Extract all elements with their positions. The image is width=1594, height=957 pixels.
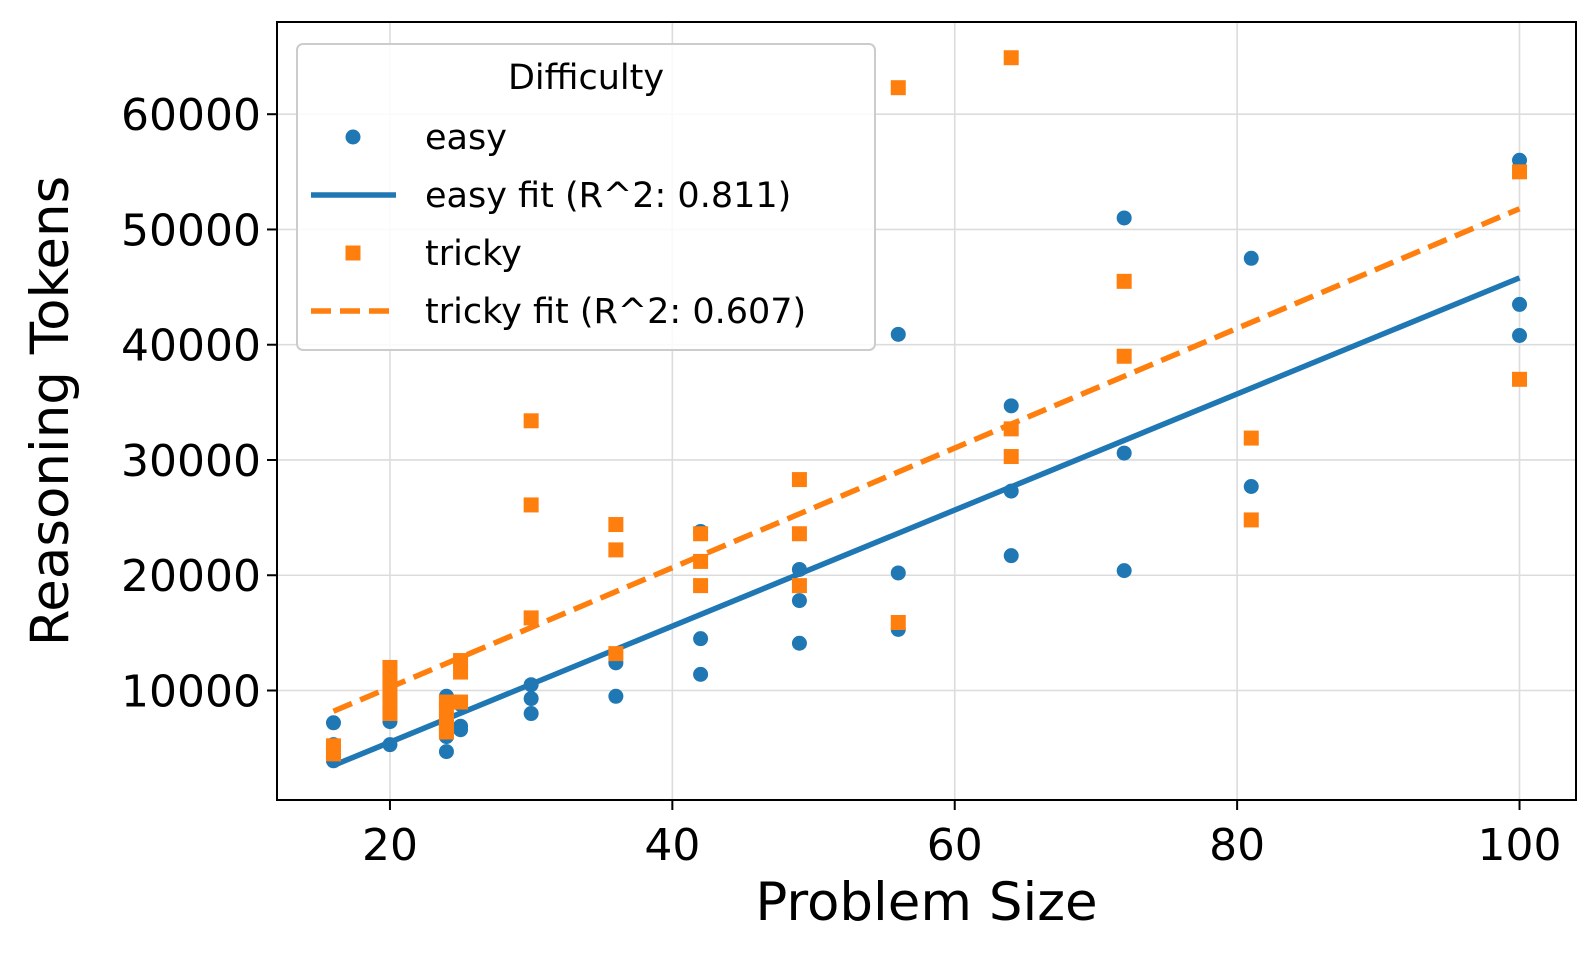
point-tricky <box>1512 371 1528 387</box>
point-easy <box>325 715 341 731</box>
legend-swatch-easy <box>345 129 361 145</box>
y-tick-label: 50000 <box>121 205 261 256</box>
y-tick-label: 10000 <box>121 667 261 718</box>
point-tricky <box>693 553 709 569</box>
point-easy <box>382 737 398 753</box>
point-easy <box>1243 478 1259 494</box>
point-easy <box>1003 548 1019 564</box>
point-easy <box>523 677 539 693</box>
point-easy <box>523 691 539 707</box>
x-tick-label: 40 <box>644 820 700 871</box>
point-tricky <box>523 610 539 626</box>
point-easy <box>1512 296 1528 312</box>
point-easy <box>1243 250 1259 266</box>
point-tricky <box>791 578 807 594</box>
point-tricky <box>1003 50 1019 66</box>
point-tricky <box>1003 449 1019 465</box>
point-easy <box>1003 398 1019 414</box>
y-tick-label: 40000 <box>121 321 261 372</box>
point-tricky <box>890 615 906 631</box>
y-axis-label: Reasoning Tokens <box>20 176 81 646</box>
point-tricky <box>382 706 398 722</box>
point-tricky <box>791 526 807 542</box>
point-easy <box>608 688 624 704</box>
point-easy <box>791 561 807 577</box>
legend-box <box>296 43 876 351</box>
point-tricky <box>382 659 398 675</box>
point-tricky <box>791 472 807 488</box>
legend-label: easy fit (R^2: 0.811) <box>425 176 791 216</box>
point-tricky <box>1243 430 1259 446</box>
point-tricky <box>890 80 906 96</box>
legend: Difficulty easy easy fit (R^2: 0.811) tric… <box>296 43 876 351</box>
point-tricky <box>608 646 624 662</box>
point-tricky <box>453 694 469 710</box>
legend-label: tricky fit (R^2: 0.607) <box>425 292 806 332</box>
point-easy <box>693 666 709 682</box>
data-points <box>325 50 1528 769</box>
point-tricky <box>1116 348 1132 364</box>
point-tricky <box>382 671 398 687</box>
point-tricky <box>453 664 469 680</box>
x-tick-label: 80 <box>1209 820 1265 871</box>
plot-frame <box>276 21 1577 801</box>
point-tricky <box>1243 512 1259 528</box>
x-tick-label: 100 <box>1478 820 1562 871</box>
legend-entries: easy easy fit (R^2: 0.811) tricky tricky fi… <box>311 118 806 332</box>
point-easy <box>693 631 709 647</box>
fit-line-tricky <box>332 206 1521 714</box>
point-easy <box>791 635 807 651</box>
point-tricky <box>608 542 624 558</box>
point-tricky <box>382 683 398 699</box>
point-easy <box>791 593 807 609</box>
point-tricky <box>453 653 469 669</box>
y-tick-label: 60000 <box>121 90 261 141</box>
point-easy <box>890 565 906 581</box>
legend-title: Difficulty <box>508 58 664 98</box>
point-tricky <box>608 517 624 533</box>
point-tricky <box>1003 421 1019 437</box>
point-easy <box>1116 445 1132 461</box>
point-easy <box>1116 210 1132 226</box>
point-tricky <box>438 724 454 740</box>
point-easy <box>890 326 906 342</box>
legend-label: tricky <box>425 234 522 274</box>
y-tick-label: 20000 <box>121 551 261 602</box>
point-tricky <box>325 746 341 762</box>
y-tick-label: 30000 <box>121 436 261 487</box>
point-easy <box>1512 328 1528 344</box>
legend-label: easy <box>425 118 507 158</box>
point-easy <box>1116 563 1132 579</box>
point-tricky <box>1116 273 1132 289</box>
x-axis-label: Problem Size <box>755 872 1097 933</box>
point-easy <box>523 706 539 722</box>
x-tick-label: 20 <box>362 820 418 871</box>
point-easy <box>1003 483 1019 499</box>
legend-swatch-tricky <box>345 245 361 261</box>
axis-ticks: 20 40 60 80 100 10000 20000 30000 40000 50000 6000… <box>121 90 1561 871</box>
point-tricky <box>693 578 709 594</box>
x-tick-label: 60 <box>927 820 983 871</box>
point-tricky <box>523 413 539 429</box>
point-tricky <box>1512 164 1528 180</box>
point-easy <box>438 744 454 760</box>
point-tricky <box>382 694 398 710</box>
point-easy <box>453 722 469 738</box>
point-tricky <box>523 497 539 513</box>
point-easy <box>1512 152 1528 168</box>
point-tricky <box>693 526 709 542</box>
